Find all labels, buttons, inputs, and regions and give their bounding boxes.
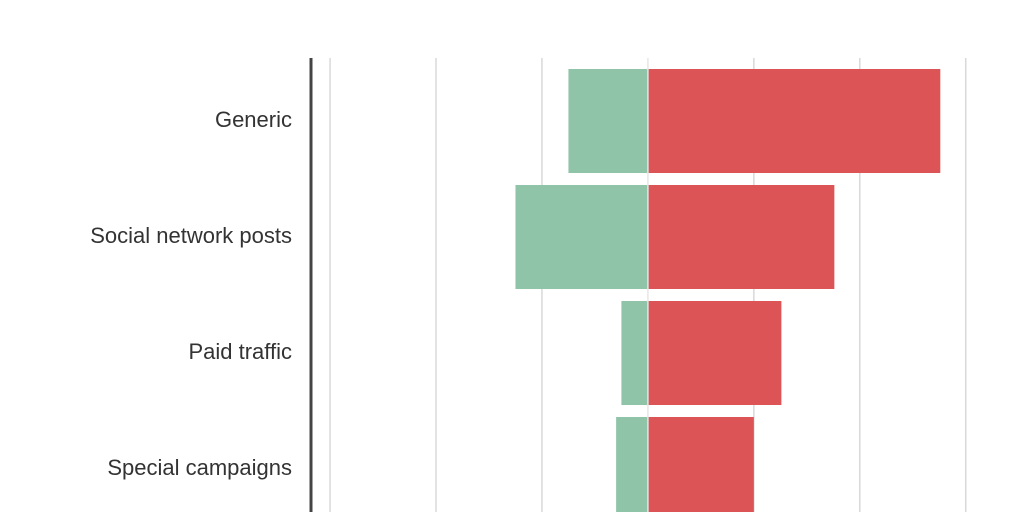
category-label: Social network posts: [90, 223, 292, 248]
bar: [616, 417, 648, 512]
category-label: Paid traffic: [188, 339, 292, 364]
bar: [647, 69, 941, 173]
bar: [647, 301, 782, 405]
bar: [647, 185, 835, 289]
category-label: Special campaigns: [107, 455, 292, 480]
bar: [515, 185, 648, 289]
category-label: Generic: [215, 107, 292, 132]
bar: [621, 301, 648, 405]
bar: [568, 69, 648, 173]
bar: [647, 417, 754, 512]
bars: [515, 69, 941, 512]
